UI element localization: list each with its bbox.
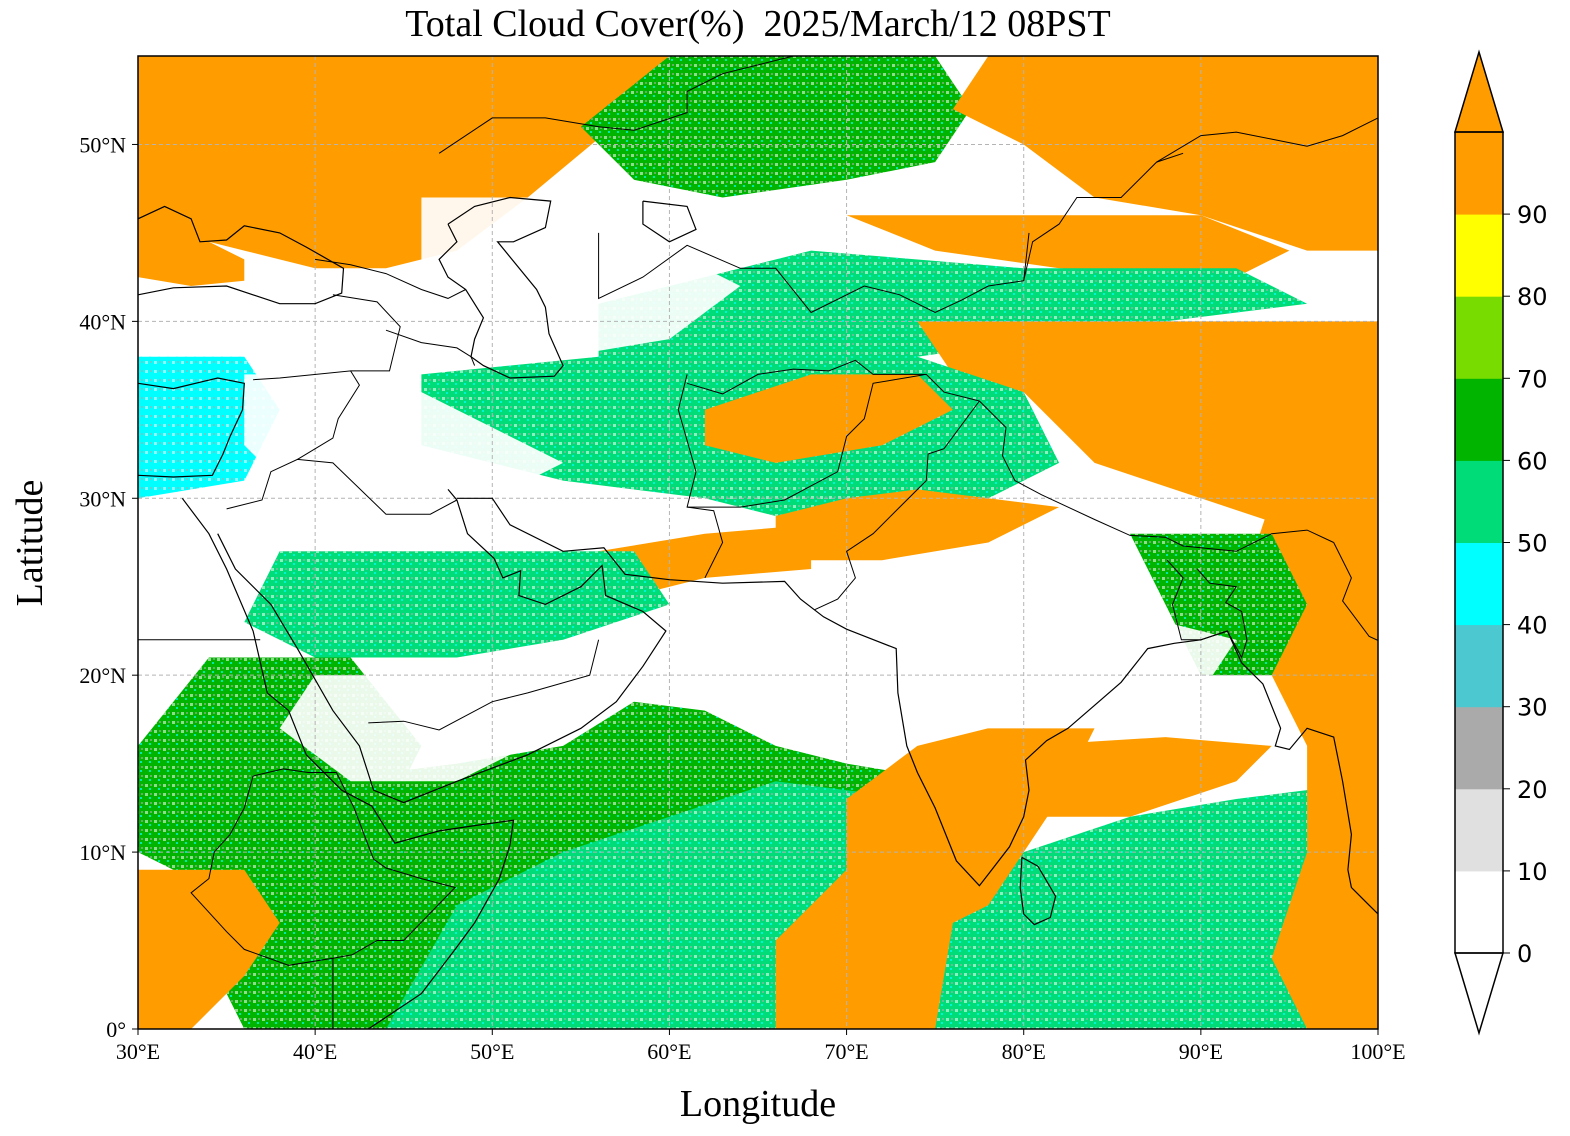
coastline-caspian-coast bbox=[438, 196, 564, 379]
colorbar-bin bbox=[1455, 706, 1503, 790]
coastline-persian-coast bbox=[456, 497, 1378, 915]
border-kazakh-uzbek bbox=[598, 232, 1030, 314]
colorbar-bin bbox=[1455, 378, 1503, 461]
border-caucasus bbox=[315, 258, 466, 299]
colorbar-tick-label: 50 bbox=[1517, 530, 1548, 558]
border-pakistan-india bbox=[814, 400, 980, 611]
colorbar-extend-min bbox=[1453, 952, 1505, 1036]
cloud-region-northeast-overcast bbox=[952, 56, 1378, 251]
colorbar-extend-max bbox=[1453, 49, 1505, 133]
colorbar-bin bbox=[1455, 542, 1503, 626]
x-tick-label: 40°E bbox=[293, 1039, 337, 1064]
colorbar-tick-label: 10 bbox=[1517, 858, 1548, 886]
colorbar-bin bbox=[1455, 788, 1503, 872]
border-saudi-yemen bbox=[368, 639, 600, 731]
cloud-region-central-asia-north-band bbox=[846, 215, 1290, 278]
y-tick-label: 10°N bbox=[79, 840, 126, 865]
colorbar-tick-label: 80 bbox=[1517, 283, 1548, 311]
y-axis-ticks: 0° 10°N 20°N 30°N 40°N 50°N bbox=[79, 132, 138, 1042]
x-axis-ticks: 30°E 40°E 50°E 60°E 70°E 80°E 90°E 100°E bbox=[116, 1029, 1406, 1064]
clear-region-india-clear bbox=[669, 586, 1237, 729]
border-sudan-ethiopia bbox=[190, 768, 457, 966]
x-tick-label: 90°E bbox=[1179, 1039, 1223, 1064]
cloud-texture-bangladesh-burma-mixed bbox=[1130, 533, 1308, 676]
colorbar-bin bbox=[1455, 624, 1503, 708]
y-tick-label: 40°N bbox=[79, 309, 126, 334]
page-title: Total Cloud Cover(%) 2025/March/12 08PST bbox=[405, 3, 1111, 45]
colorbar-bin bbox=[1455, 132, 1503, 215]
x-tick-label: 60°E bbox=[647, 1039, 691, 1064]
coastline-aral-sea bbox=[642, 200, 697, 243]
coastline-africa-horn bbox=[181, 497, 515, 1029]
coastline-sri-lanka bbox=[1019, 856, 1057, 926]
map-frame bbox=[137, 55, 1379, 1030]
coastline-mediterranean-east bbox=[138, 377, 245, 478]
clear-region-caspian-clear bbox=[421, 197, 741, 357]
cloud-region-northwest-overcast bbox=[138, 56, 670, 269]
border-iraq-syria bbox=[253, 370, 360, 460]
colorbar-bin bbox=[1455, 214, 1503, 297]
colorbar-tick-label: 60 bbox=[1517, 447, 1548, 475]
cloud-texture-arabia-mixed bbox=[244, 551, 670, 658]
coastlines-and-borders bbox=[138, 56, 1378, 1029]
x-axis-title: Longitude bbox=[680, 1083, 836, 1125]
x-tick-label: 70°E bbox=[824, 1039, 868, 1064]
x-tick-label: 80°E bbox=[1002, 1039, 1046, 1064]
clear-region-iraq-syria-clear bbox=[244, 374, 564, 516]
map-gridlines bbox=[138, 56, 1378, 1029]
cloud-texture-north-center-partial bbox=[580, 56, 971, 198]
cloud-region-east-africa-overcast bbox=[138, 869, 280, 1029]
y-tick-label: 50°N bbox=[79, 132, 126, 157]
cloud-region-afghanistan-overcast bbox=[704, 374, 953, 463]
y-tick-label: 20°N bbox=[79, 663, 126, 688]
border-afghanistan-north bbox=[686, 359, 927, 395]
colorbar: 0 10 20 30 40 50 60 70 80 90 bbox=[1453, 49, 1548, 1036]
border-russia-kazakh bbox=[438, 56, 794, 154]
colorbar-tick-label: 90 bbox=[1517, 201, 1548, 229]
x-tick-label: 50°E bbox=[470, 1039, 514, 1064]
x-tick-label: 30°E bbox=[116, 1039, 160, 1064]
colorbar-tick-label: 30 bbox=[1517, 694, 1548, 722]
border-bangladesh bbox=[1166, 559, 1248, 659]
border-afghanistan-pakistan bbox=[687, 373, 980, 508]
y-axis-title: Latitude bbox=[9, 480, 51, 607]
y-tick-label: 0° bbox=[106, 1017, 126, 1042]
cloud-cover-field bbox=[138, 56, 1378, 1029]
coastline-black-sea-coast bbox=[138, 205, 345, 305]
colorbar-tick-label: 40 bbox=[1517, 612, 1548, 640]
colorbar-bin bbox=[1455, 296, 1503, 379]
clear-region-arabia-south-clear bbox=[279, 657, 634, 782]
colorbar-bin bbox=[1455, 460, 1503, 543]
border-iran-border bbox=[385, 329, 476, 366]
cloud-region-tibet-overcast bbox=[917, 321, 1378, 552]
colorbar-tick-label: 0 bbox=[1517, 940, 1532, 968]
colorbar-tick-label: 70 bbox=[1517, 365, 1548, 393]
border-india-china-nepal bbox=[979, 400, 1334, 552]
coastline-arabian-peninsula bbox=[217, 489, 667, 804]
cloud-region-bay-of-bengal-overcast bbox=[1023, 737, 1272, 817]
border-mongolia-russia bbox=[1156, 117, 1378, 163]
cloud-region-black-sea-north bbox=[138, 215, 245, 286]
x-tick-label: 100°E bbox=[1350, 1039, 1405, 1064]
y-tick-label: 30°N bbox=[79, 486, 126, 511]
colorbar-bin bbox=[1455, 870, 1503, 954]
border-saudi-north bbox=[226, 458, 458, 515]
colorbar-tick-label: 20 bbox=[1517, 776, 1548, 804]
border-turkey-iran bbox=[332, 294, 401, 372]
